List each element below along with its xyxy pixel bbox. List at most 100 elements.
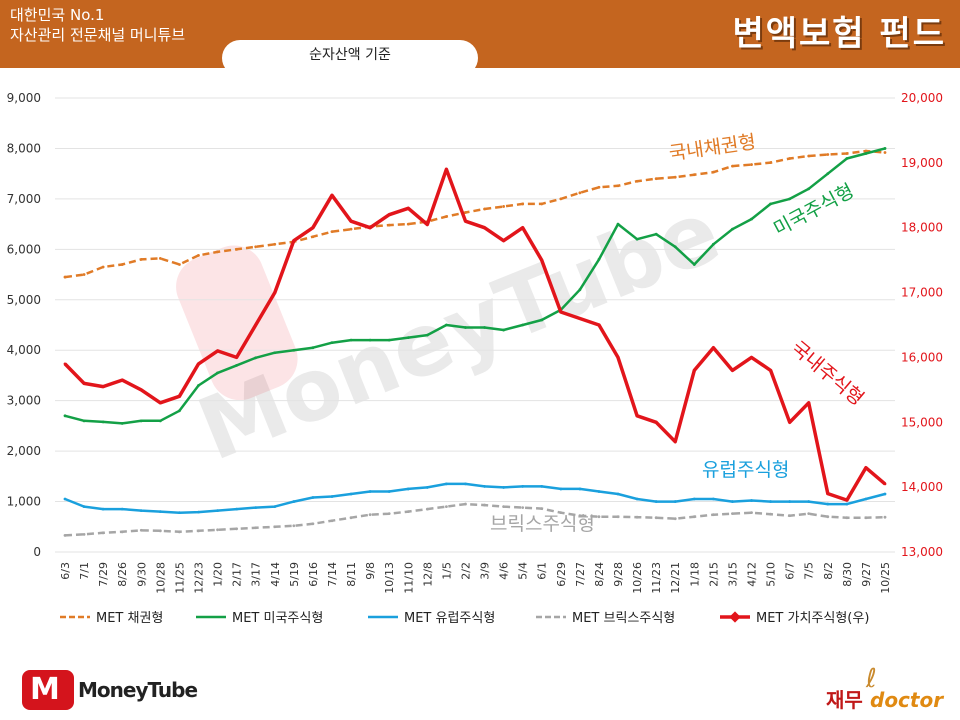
- data-point: [731, 164, 734, 168]
- data-point: [273, 242, 277, 246]
- data-point: [330, 519, 334, 523]
- data-point: [635, 237, 639, 241]
- data-point: [731, 512, 734, 516]
- data-point: [387, 213, 391, 217]
- data-point: [63, 497, 67, 501]
- data-point: [120, 421, 124, 425]
- y-left-tick-label: 1,000: [7, 495, 41, 509]
- data-point: [750, 499, 753, 502]
- data-point: [82, 273, 86, 276]
- data-point: [292, 524, 296, 528]
- data-point: [521, 202, 525, 206]
- x-tick-label: 1/5: [440, 562, 453, 580]
- data-point: [464, 482, 467, 486]
- x-tick-label: 11/25: [173, 562, 186, 594]
- data-point: [82, 505, 86, 508]
- data-point: [139, 388, 143, 392]
- data-point: [597, 185, 601, 189]
- line-chart: MoneyTube01,0002,0003,0004,0005,0006,000…: [7, 91, 943, 626]
- x-tick-label: 11/23: [650, 562, 663, 594]
- data-point: [769, 202, 772, 206]
- data-point: [845, 157, 849, 160]
- data-point: [731, 227, 734, 231]
- data-point: [158, 401, 162, 405]
- data-point: [864, 497, 868, 501]
- data-point: [807, 512, 811, 516]
- data-point: [235, 527, 239, 531]
- data-point: [845, 152, 849, 155]
- data-point: [349, 492, 353, 496]
- x-tick-label: 9/27: [860, 562, 873, 587]
- data-point: [750, 163, 753, 166]
- data-point: [597, 323, 601, 327]
- data-point: [578, 317, 582, 320]
- footer-brand-b: doctor: [870, 688, 944, 712]
- data-point: [502, 486, 506, 489]
- data-point: [807, 401, 811, 405]
- data-point: [483, 207, 486, 211]
- data-point: [139, 419, 143, 423]
- footer-brand-a: 재무: [826, 688, 863, 712]
- data-point: [883, 492, 887, 496]
- data-point: [368, 338, 372, 342]
- x-tick-label: 6/29: [555, 562, 568, 587]
- data-point: [254, 323, 258, 327]
- x-tick-label: 2/17: [231, 562, 244, 587]
- data-point: [444, 323, 448, 327]
- data-point: [197, 384, 200, 387]
- data-point: [559, 197, 563, 201]
- data-point: [464, 219, 467, 223]
- y-right-tick-label: 18,000: [901, 221, 943, 235]
- data-point: [635, 515, 639, 519]
- data-point: [483, 485, 486, 488]
- moneytube-logo: M MoneyTube: [22, 670, 198, 710]
- data-point: [654, 177, 658, 181]
- data-point: [216, 371, 219, 375]
- data-point: [864, 466, 868, 470]
- data-point: [387, 512, 391, 516]
- data-point: [692, 173, 696, 177]
- data-point: [101, 531, 105, 535]
- x-tick-label: 1/20: [212, 562, 225, 587]
- data-point: [807, 187, 811, 191]
- data-point: [387, 490, 391, 493]
- stethoscope-icon: ℓ: [866, 664, 877, 694]
- data-point: [578, 191, 582, 195]
- y-right-tick-label: 16,000: [901, 350, 943, 364]
- data-point: [178, 511, 181, 515]
- data-point: [616, 222, 620, 226]
- annotation-brics: 브릭스주식형: [490, 513, 595, 535]
- x-tick-label: 8/2: [822, 562, 835, 580]
- data-point: [368, 490, 372, 493]
- x-tick-label: 2/15: [707, 562, 720, 587]
- data-point: [521, 485, 525, 488]
- data-point: [197, 510, 200, 514]
- data-point: [254, 506, 258, 510]
- y-left-tick-label: 8,000: [7, 141, 41, 155]
- data-point: [292, 239, 296, 243]
- x-tick-label: 8/24: [593, 562, 606, 587]
- x-tick-label: 1/18: [688, 562, 701, 587]
- header-bar: 대한민국 No.1 자산관리 전문채널 머니튜브 변액보험 펀드: [0, 0, 960, 68]
- data-point: [826, 492, 830, 496]
- data-point: [616, 492, 620, 496]
- legend-label: MET 채권형: [96, 611, 163, 626]
- data-point: [139, 509, 143, 513]
- data-point: [425, 486, 429, 489]
- data-point: [178, 394, 181, 398]
- y-right-tick-label: 15,000: [901, 415, 943, 429]
- y-left-tick-label: 6,000: [7, 242, 41, 256]
- data-point: [845, 516, 849, 520]
- y-left-tick-label: 9,000: [7, 91, 41, 105]
- x-tick-label: 12/23: [192, 562, 205, 594]
- data-point: [444, 215, 448, 218]
- data-point: [673, 500, 677, 503]
- data-point: [864, 149, 868, 153]
- data-point: [444, 482, 448, 486]
- data-point: [120, 378, 124, 382]
- x-tick-label: 7/14: [326, 562, 339, 587]
- data-point: [692, 497, 696, 501]
- data-point: [464, 326, 467, 329]
- data-point: [63, 275, 67, 279]
- data-point: [349, 516, 353, 520]
